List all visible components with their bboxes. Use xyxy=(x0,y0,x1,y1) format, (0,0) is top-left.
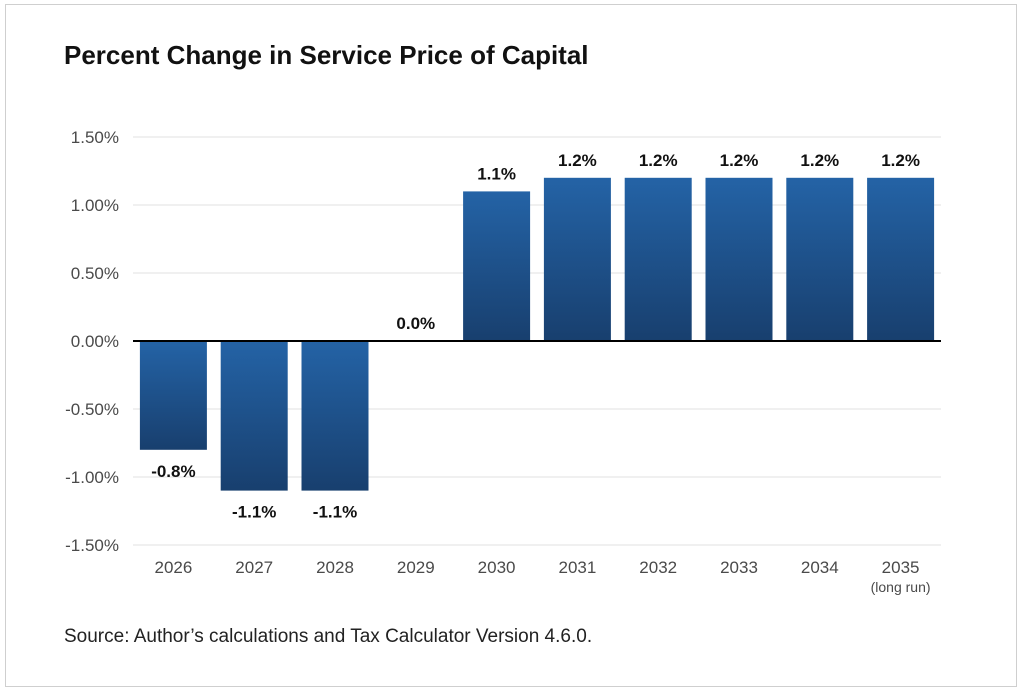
bar xyxy=(139,341,207,450)
y-tick-label: 1.00% xyxy=(71,196,119,215)
data-label: -0.8% xyxy=(151,462,195,481)
x-tick-label: 2032 xyxy=(639,558,677,577)
x-tick-label: 2029 xyxy=(397,558,435,577)
x-tick-label: 2035 xyxy=(882,558,920,577)
bar xyxy=(543,177,611,341)
bar xyxy=(463,191,531,341)
data-label: -1.1% xyxy=(232,503,276,522)
y-tick-label: 0.50% xyxy=(71,264,119,283)
x-tick-label: 2031 xyxy=(558,558,596,577)
bar xyxy=(220,341,288,491)
data-label: 0.0% xyxy=(396,314,435,333)
x-tick-label: 2027 xyxy=(235,558,273,577)
x-tick-label: 2026 xyxy=(154,558,192,577)
source-note: Source: Author’s calculations and Tax Ca… xyxy=(64,626,593,647)
y-tick-label: -1.50% xyxy=(65,536,119,555)
data-label: 1.2% xyxy=(639,151,678,170)
x-tick-label: 2028 xyxy=(316,558,354,577)
x-tick-label: 2033 xyxy=(720,558,758,577)
x-tick-label: 2034 xyxy=(801,558,839,577)
y-tick-label: -1.00% xyxy=(65,468,119,487)
bars xyxy=(139,177,935,491)
y-tick-label: -0.50% xyxy=(65,400,119,419)
y-tick-label: 0.00% xyxy=(71,332,119,351)
data-label: -1.1% xyxy=(313,503,357,522)
labels: 1.50% 1.00% 0.50% 0.00% -0.50% -1.00% -1.50% -0… xyxy=(65,128,930,595)
data-label: 1.2% xyxy=(881,151,920,170)
y-tick-label: 1.50% xyxy=(71,128,119,147)
chart-title: Percent Change in Service Price of Capit… xyxy=(64,40,589,70)
bar xyxy=(705,177,773,341)
x-tick-label: 2030 xyxy=(478,558,516,577)
bar xyxy=(301,341,369,491)
data-label: 1.2% xyxy=(558,151,597,170)
bar xyxy=(786,177,854,341)
x-tick-sublabel: (long run) xyxy=(871,579,931,595)
data-label: 1.2% xyxy=(720,151,759,170)
bar xyxy=(624,177,692,341)
bar xyxy=(867,177,935,341)
data-label: 1.1% xyxy=(477,164,516,183)
data-label: 1.2% xyxy=(800,151,839,170)
